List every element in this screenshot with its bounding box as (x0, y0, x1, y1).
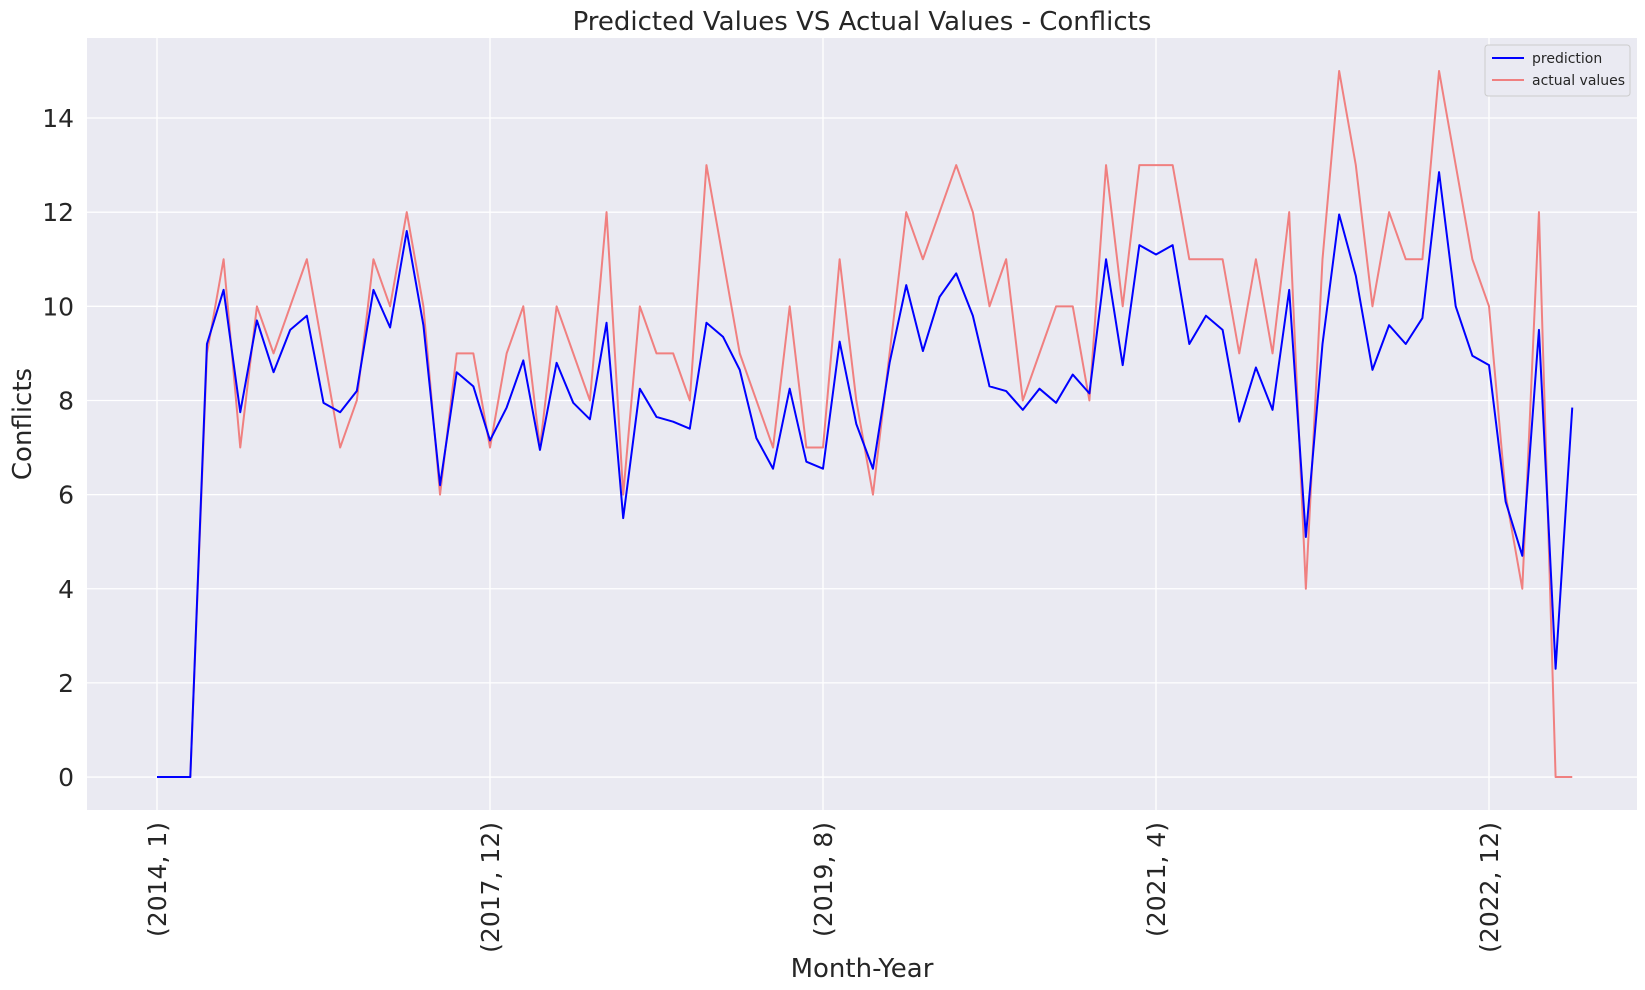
x-tick-labels: (2014, 1) (2017, 12) (2019, 8) (2021, 4) (20… (143, 822, 1504, 953)
y-tick-label: 12 (42, 198, 74, 227)
series-lines (157, 69, 1574, 779)
legend-label-prediction: prediction (1532, 51, 1602, 67)
y-axis-label: Conflicts (8, 368, 38, 480)
x-axis-label: Month-Year (791, 954, 934, 984)
y-tick-label: 4 (58, 575, 74, 604)
legend-label-actual-values: actual values (1532, 73, 1625, 89)
x-tick-label: (2021, 4) (1142, 822, 1171, 937)
y-tick-label: 6 (58, 481, 74, 510)
x-tick-label: (2014, 1) (143, 822, 172, 937)
plot-background (87, 38, 1637, 810)
y-tick-labels: 0 2 4 6 8 10 12 14 (42, 104, 74, 792)
legend: prediction actual values (1484, 44, 1631, 97)
y-tick-label: 14 (42, 104, 74, 133)
x-tick-label: (2019, 8) (809, 822, 838, 937)
x-tick-label: (2022, 12) (1475, 822, 1504, 953)
y-tick-label: 0 (58, 763, 74, 792)
series-line-prediction (157, 171, 1574, 779)
grid (87, 38, 1637, 810)
x-tick-label: (2017, 12) (476, 822, 505, 953)
chart-title: Predicted Values VS Actual Values - Conf… (573, 7, 1152, 37)
y-tick-label: 10 (42, 292, 74, 321)
y-tick-label: 8 (58, 386, 74, 415)
y-tick-label: 2 (58, 669, 74, 698)
